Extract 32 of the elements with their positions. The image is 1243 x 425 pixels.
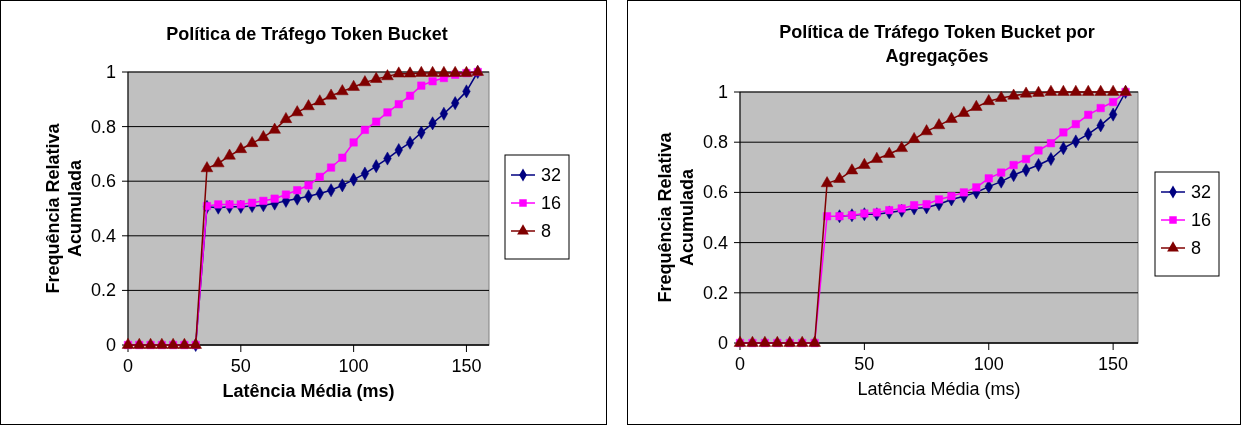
y-tick-label: 0.2 bbox=[702, 282, 728, 303]
y-tick-label: 1 bbox=[105, 62, 116, 82]
y-tick-label: 0.4 bbox=[702, 232, 728, 253]
legend-label: 32 bbox=[1191, 182, 1212, 202]
y-tick-label: 0.2 bbox=[90, 280, 116, 301]
x-tick-label: 100 bbox=[973, 354, 1004, 374]
x-tick-label: 100 bbox=[338, 356, 369, 376]
x-tick-label: 150 bbox=[1098, 354, 1129, 374]
y-axis-title: Frequência Relativa Acumulada bbox=[43, 122, 85, 294]
legend-label: 32 bbox=[541, 165, 562, 185]
y-tick-label: 0.8 bbox=[90, 116, 116, 137]
chart-title: Política de Tráfego Token Bucket por Agregações bbox=[779, 22, 1095, 66]
y-tick-label: 0.6 bbox=[702, 182, 728, 203]
chart-title: Política de Tráfego Token Bucket bbox=[166, 24, 448, 44]
y-tick-label: 0 bbox=[105, 335, 116, 355]
x-tick-label: 0 bbox=[734, 354, 746, 374]
y-tick-label: 0.6 bbox=[90, 171, 116, 192]
x-tick-label: 0 bbox=[122, 356, 134, 376]
x-tick-label: 150 bbox=[451, 356, 482, 376]
legend-label: 8 bbox=[541, 221, 552, 241]
legend-label: 16 bbox=[541, 193, 562, 213]
y-axis-title: Frequência Relativa Acumulada bbox=[655, 131, 697, 303]
x-axis-title: Latência Média (ms) bbox=[222, 381, 395, 401]
legend-label: 8 bbox=[1191, 238, 1202, 258]
y-tick-label: 1 bbox=[717, 82, 728, 102]
y-tick-label: 0 bbox=[717, 333, 728, 353]
legend-label: 16 bbox=[1191, 210, 1212, 230]
y-tick-label: 0.4 bbox=[90, 225, 116, 246]
x-axis-title: Latência Média (ms) bbox=[857, 379, 1021, 399]
y-tick-label: 0.8 bbox=[702, 132, 728, 153]
x-tick-label: 50 bbox=[230, 356, 251, 376]
x-tick-label: 50 bbox=[854, 354, 875, 374]
